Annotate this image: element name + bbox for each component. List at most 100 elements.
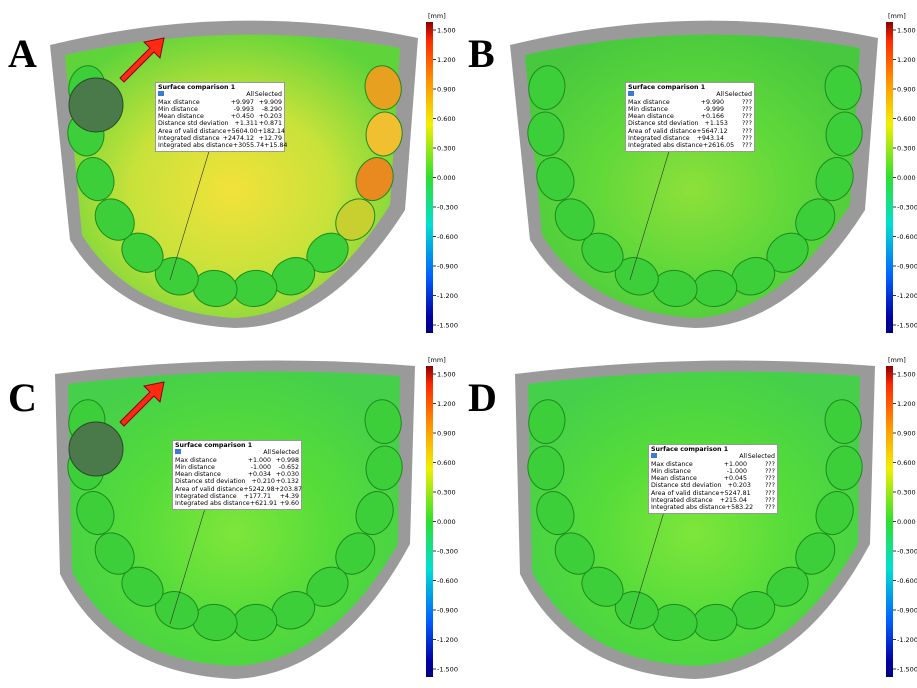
table-row: Area of valid distance+5242.98+203.87 — [175, 486, 299, 493]
table-cell: Mean distance — [651, 475, 713, 482]
panel-letter: C — [8, 374, 37, 421]
scale-label: 0.300 — [437, 489, 456, 497]
scale-bar — [426, 366, 433, 677]
scale-label: -1.500 — [437, 322, 458, 330]
scale-label: 0.000 — [437, 174, 456, 182]
table-cell: Integrated distance — [628, 135, 690, 142]
table-icon-cell — [651, 453, 713, 460]
table-row: Integrated abs distance+3055.74+15.84 — [158, 142, 282, 149]
table-title: Surface comparison 1 — [175, 442, 299, 449]
table-cell: +5247.81 — [719, 490, 750, 497]
scale-label: 0.300 — [437, 145, 456, 153]
scale-label: 1.500 — [897, 371, 916, 379]
scale-label: -0.600 — [437, 233, 458, 241]
table-header: AllSelected — [651, 453, 775, 460]
icon — [158, 91, 164, 96]
table-row: Min distance-9.999??? — [628, 106, 752, 113]
column-header: Selected — [271, 449, 299, 456]
table-cell: ??? — [751, 482, 775, 489]
table-cell: +9.60 — [277, 500, 299, 507]
table-cell: ??? — [724, 99, 752, 106]
table-cell: +0.166 — [690, 113, 724, 120]
table-cell: +583.22 — [726, 504, 753, 511]
scale-label: 0.000 — [437, 518, 456, 526]
scale-label: -1.500 — [897, 322, 917, 330]
table-cell: Min distance — [175, 464, 237, 471]
scale-label: -1.200 — [897, 292, 917, 300]
table-cell: Integrated distance — [651, 497, 713, 504]
table-row: Distance std deviation+1.153??? — [628, 120, 752, 127]
table-row: Integrated abs distance+583.22??? — [651, 504, 775, 511]
table-cell: +0.203 — [722, 482, 751, 489]
table-cell: +0.045 — [713, 475, 747, 482]
table-cell: Max distance — [175, 457, 237, 464]
table-row: Min distance-1.000-0.652 — [175, 464, 299, 471]
table-cell: +5604.00 — [226, 128, 257, 135]
column-header: Selected — [254, 91, 282, 98]
table-row: Mean distance+0.450+0.203 — [158, 113, 282, 120]
table-cell: -0.652 — [271, 464, 299, 471]
scale-unit: [mm] — [888, 356, 906, 364]
scale-label: -0.900 — [897, 263, 917, 271]
column-header: Selected — [724, 91, 752, 98]
table-cell: Integrated abs distance — [651, 504, 726, 511]
table-cell: ??? — [747, 497, 775, 504]
table-cell: -1.000 — [713, 468, 747, 475]
table-cell: +203.87 — [275, 486, 302, 493]
table-row: Max distance+1.000+0.998 — [175, 457, 299, 464]
scale-label: 0.000 — [897, 174, 916, 182]
scale-label: 0.000 — [897, 518, 916, 526]
table-cell: +0.871 — [258, 120, 282, 127]
table-cell: ??? — [728, 120, 752, 127]
table-row: Area of valid distance+5604.00+182.14 — [158, 128, 282, 135]
panel-letter: B — [468, 30, 495, 77]
scale-label: 0.300 — [897, 145, 916, 153]
table-cell: Max distance — [628, 99, 690, 106]
table-row: Max distance+9.997+9.909 — [158, 99, 282, 106]
table-cell: +0.132 — [275, 478, 299, 485]
table-cell: +9.990 — [690, 99, 724, 106]
scale-label: 1.500 — [437, 371, 456, 379]
color-scale: [mm]1.5001.2000.9000.6000.3000.000-0.300… — [886, 356, 917, 677]
table-cell: -1.000 — [237, 464, 271, 471]
scale-label: -0.300 — [437, 204, 458, 212]
table-row: Max distance+9.990??? — [628, 99, 752, 106]
scale-label: 1.200 — [897, 400, 916, 408]
scale-label: 0.600 — [437, 459, 456, 467]
table-cell: Integrated abs distance — [158, 142, 233, 149]
table-row: Distance std deviation+0.210+0.132 — [175, 478, 299, 485]
icon — [651, 453, 657, 458]
panel-letter: A — [8, 30, 37, 77]
scale-label: 1.200 — [897, 56, 916, 64]
panel: [mm]1.5001.2000.9000.6000.3000.000-0.300… — [460, 344, 917, 688]
table-cell: ??? — [747, 468, 775, 475]
table-cell: ??? — [728, 128, 752, 135]
table-cell: Integrated distance — [175, 493, 237, 500]
table-cell: Distance std deviation — [175, 478, 246, 485]
scale-label: -0.900 — [897, 607, 917, 615]
scale-label: -0.600 — [897, 233, 917, 241]
scan-image: [mm]1.5001.2000.9000.6000.3000.000-0.300… — [0, 344, 458, 688]
table-header: AllSelected — [158, 91, 282, 98]
table-cell: +9.909 — [254, 99, 282, 106]
icon — [628, 91, 634, 96]
table-cell: Area of valid distance — [175, 486, 243, 493]
table-cell: +4.39 — [271, 493, 299, 500]
table-row: Integrated distance+943.14??? — [628, 135, 752, 142]
table-cell: +215.04 — [713, 497, 747, 504]
color-scale: [mm]1.5001.2000.9000.6000.3000.000-0.300… — [886, 12, 917, 333]
scale-label: -1.200 — [437, 292, 458, 300]
target-tooth — [69, 78, 123, 132]
table-cell: Mean distance — [158, 113, 220, 120]
scale-label: -0.600 — [437, 577, 458, 585]
table-cell: +15.84 — [264, 142, 287, 149]
table-header: AllSelected — [175, 449, 299, 456]
table-cell: ??? — [724, 135, 752, 142]
table-icon-cell — [158, 91, 220, 98]
table-row: Area of valid distance+5247.81??? — [651, 490, 775, 497]
scale-label: -0.300 — [437, 548, 458, 556]
target-tooth — [69, 422, 123, 476]
